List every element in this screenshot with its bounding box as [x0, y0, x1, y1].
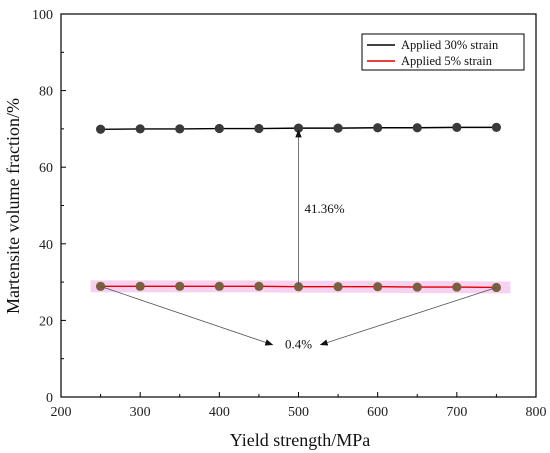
y-tick-label: 60: [39, 161, 53, 176]
y-tick-label: 20: [39, 314, 53, 329]
data-point: [373, 282, 383, 292]
convergence-arrow-left: [100, 285, 274, 346]
x-tick-label: 300: [130, 405, 151, 420]
data-point: [214, 123, 224, 134]
annotation-label: 0.4%: [285, 337, 312, 352]
x-axis-ticks: 200 300 400 500 600 700 800: [51, 392, 547, 420]
data-point: [412, 123, 422, 133]
data-point: [135, 124, 145, 134]
y-axis-ticks: 0 20 40 60 80 100: [32, 8, 66, 406]
x-tick-label: 200: [51, 405, 72, 420]
y-tick-label: 100: [32, 8, 53, 23]
legend-entry: Applied 30% strain: [401, 38, 499, 52]
data-point: [491, 122, 502, 132]
series-2: [90, 280, 511, 294]
data-point: [175, 281, 185, 291]
convergence-arrow-right: [319, 287, 497, 346]
data-point: [412, 282, 422, 292]
x-tick-label: 500: [288, 405, 309, 420]
x-tick-label: 400: [209, 405, 230, 420]
y-tick-label: 0: [46, 391, 53, 406]
data-point: [254, 281, 264, 291]
data-point: [254, 123, 264, 134]
data-point: [452, 122, 462, 132]
y-tick-label: 40: [39, 238, 53, 253]
data-point: [135, 281, 145, 291]
y-tick-label: 80: [39, 85, 53, 100]
legend-entry: Applied 5% strain: [401, 54, 493, 68]
x-tick-label: 600: [367, 405, 388, 420]
x-tick-label: 800: [526, 405, 547, 420]
annotation-label: 41.36%: [305, 201, 345, 216]
legend-box: [361, 33, 525, 71]
x-tick-label: 700: [446, 405, 467, 420]
series-band-cap: [496, 281, 511, 294]
data-point: [333, 123, 343, 133]
y-axis-title: Martensite volume fraction/%: [3, 98, 23, 314]
data-point: [373, 123, 383, 133]
annotation-layer: 41.36% 0.4%: [100, 129, 497, 352]
data-point: [333, 282, 343, 292]
data-point: [95, 124, 106, 134]
legend: Applied 30% strain Applied 5% strain: [361, 33, 525, 71]
series-band-cap: [90, 280, 101, 293]
data-point: [452, 282, 462, 292]
data-point: [175, 124, 185, 134]
x-axis-title: Yield strength/MPa: [230, 430, 371, 450]
series-layer: [90, 122, 511, 294]
data-point: [214, 281, 224, 291]
